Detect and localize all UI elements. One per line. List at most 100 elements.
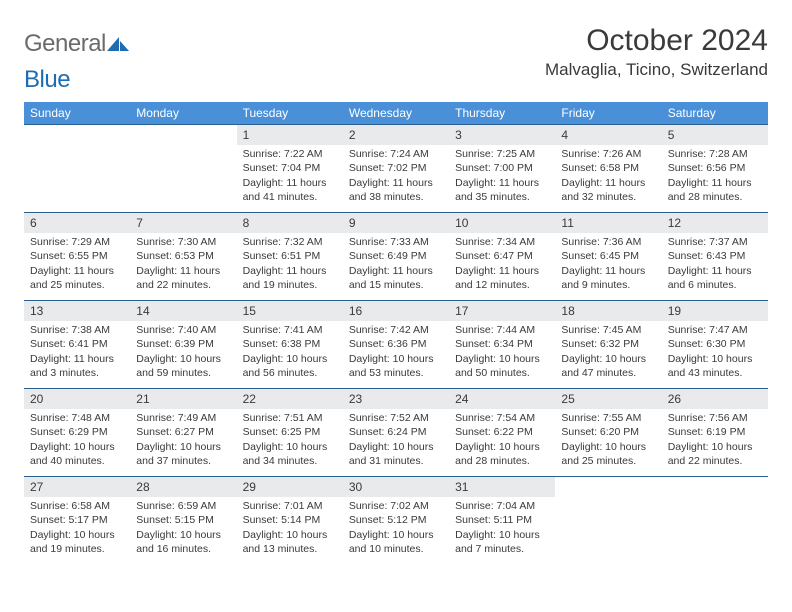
- calendar-day-cell: 19Sunrise: 7:47 AMSunset: 6:30 PMDayligh…: [662, 301, 768, 389]
- calendar-day-cell: 31 Sunrise: 7:04 AMSunset: 5:11 PMDayligh…: [449, 477, 555, 565]
- sunrise-text: Sunrise: 7:02 AM: [349, 499, 443, 513]
- day-number: 7: [130, 213, 236, 233]
- sunrise-text: Sunrise: 7:24 AM: [349, 147, 443, 161]
- day-number: 14: [130, 301, 236, 321]
- calendar-day-cell: 28Sunrise: 6:59 AMSunset: 5:15 PMDayligh…: [130, 477, 236, 565]
- sunrise-text: Sunrise: 7:45 AM: [561, 323, 655, 337]
- sunrise-text: Sunrise: 7:44 AM: [455, 323, 549, 337]
- sunrise-text: Sunrise: 6:59 AM: [136, 499, 230, 513]
- daylight-text: Daylight: 10 hours and 50 minutes.: [455, 352, 549, 380]
- calendar-day-cell: 6Sunrise: 7:29 AMSunset: 6:55 PMDaylight…: [24, 213, 130, 301]
- sunrise-text: Sunrise: 7:29 AM: [30, 235, 124, 249]
- daylight-text: Daylight: 10 hours and 19 minutes.: [30, 528, 124, 556]
- sunset-text: Sunset: 5:11 PM: [455, 513, 549, 527]
- day-number: 20: [24, 389, 130, 409]
- sunrise-text: Sunrise: 7:25 AM: [455, 147, 549, 161]
- sunset-text: Sunset: 6:19 PM: [668, 425, 762, 439]
- sunrise-text: Sunrise: 7:36 AM: [561, 235, 655, 249]
- sunset-text: Sunset: 6:47 PM: [455, 249, 549, 263]
- sunset-text: Sunset: 6:55 PM: [30, 249, 124, 263]
- calendar-day-cell: 21Sunrise: 7:49 AMSunset: 6:27 PMDayligh…: [130, 389, 236, 477]
- sunrise-text: Sunrise: 7:32 AM: [243, 235, 337, 249]
- sunset-text: Sunset: 6:34 PM: [455, 337, 549, 351]
- day-number: 23: [343, 389, 449, 409]
- day-number: 15: [237, 301, 343, 321]
- day-body: Sunrise: 7:45 AMSunset: 6:32 PMDaylight:…: [555, 321, 661, 384]
- day-number: 31: [449, 477, 555, 497]
- sunrise-text: Sunrise: 7:22 AM: [243, 147, 337, 161]
- sunrise-text: Sunrise: 7:01 AM: [243, 499, 337, 513]
- calendar-day-cell: 14Sunrise: 7:40 AMSunset: 6:39 PMDayligh…: [130, 301, 236, 389]
- calendar-day-cell: 30Sunrise: 7:02 AMSunset: 5:12 PMDayligh…: [343, 477, 449, 565]
- day-body: Sunrise: 7:52 AMSunset: 6:24 PMDaylight:…: [343, 409, 449, 472]
- day-number: 13: [24, 301, 130, 321]
- calendar-day-cell: 2Sunrise: 7:24 AMSunset: 7:02 PMDaylight…: [343, 125, 449, 213]
- day-number: 4: [555, 125, 661, 145]
- day-body: Sunrise: 7:36 AMSunset: 6:45 PMDaylight:…: [555, 233, 661, 296]
- sunrise-text: Sunrise: 7:34 AM: [455, 235, 549, 249]
- calendar-week-row: ....1Sunrise: 7:22 AMSunset: 7:04 PMDayl…: [24, 125, 768, 213]
- daylight-text: Daylight: 10 hours and 7 minutes.: [455, 528, 549, 556]
- weekday-header: Saturday: [662, 102, 768, 125]
- page-header: GeneralBlue October 2024 Malvaglia, Tici…: [24, 24, 768, 94]
- daylight-text: Daylight: 10 hours and 56 minutes.: [243, 352, 337, 380]
- day-body: Sunrise: 7:28 AMSunset: 6:56 PMDaylight:…: [662, 145, 768, 208]
- calendar-day-cell: 17Sunrise: 7:44 AMSunset: 6:34 PMDayligh…: [449, 301, 555, 389]
- sunset-text: Sunset: 6:25 PM: [243, 425, 337, 439]
- weekday-header: Thursday: [449, 102, 555, 125]
- daylight-text: Daylight: 11 hours and 41 minutes.: [243, 176, 337, 204]
- day-body: Sunrise: 7:24 AMSunset: 7:02 PMDaylight:…: [343, 145, 449, 208]
- sunrise-text: Sunrise: 7:28 AM: [668, 147, 762, 161]
- calendar-day-cell: 8Sunrise: 7:32 AMSunset: 6:51 PMDaylight…: [237, 213, 343, 301]
- daylight-text: Daylight: 10 hours and 13 minutes.: [243, 528, 337, 556]
- daylight-text: Daylight: 10 hours and 10 minutes.: [349, 528, 443, 556]
- day-body: Sunrise: 7:54 AMSunset: 6:22 PMDaylight:…: [449, 409, 555, 472]
- sunset-text: Sunset: 5:17 PM: [30, 513, 124, 527]
- day-number: 8: [237, 213, 343, 233]
- day-body: Sunrise: 7:37 AMSunset: 6:43 PMDaylight:…: [662, 233, 768, 296]
- day-body: Sunrise: 7:02 AMSunset: 5:12 PMDaylight:…: [343, 497, 449, 560]
- sunrise-text: Sunrise: 7:48 AM: [30, 411, 124, 425]
- sunrise-text: Sunrise: 7:38 AM: [30, 323, 124, 337]
- sunrise-text: Sunrise: 7:04 AM: [455, 499, 549, 513]
- calendar-day-cell: 3Sunrise: 7:25 AMSunset: 7:00 PMDaylight…: [449, 125, 555, 213]
- calendar-day-cell: 25Sunrise: 7:55 AMSunset: 6:20 PMDayligh…: [555, 389, 661, 477]
- day-number: 30: [343, 477, 449, 497]
- calendar-day-cell: 9Sunrise: 7:33 AMSunset: 6:49 PMDaylight…: [343, 213, 449, 301]
- daylight-text: Daylight: 11 hours and 9 minutes.: [561, 264, 655, 292]
- day-body: Sunrise: 7:32 AMSunset: 6:51 PMDaylight:…: [237, 233, 343, 296]
- day-body: Sunrise: 7:48 AMSunset: 6:29 PMDaylight:…: [24, 409, 130, 472]
- day-number: 11: [555, 213, 661, 233]
- calendar-day-cell: ..: [662, 477, 768, 565]
- calendar-day-cell: 5Sunrise: 7:28 AMSunset: 6:56 PMDaylight…: [662, 125, 768, 213]
- daylight-text: Daylight: 11 hours and 32 minutes.: [561, 176, 655, 204]
- sunset-text: Sunset: 6:36 PM: [349, 337, 443, 351]
- day-number: 17: [449, 301, 555, 321]
- weekday-header: Sunday: [24, 102, 130, 125]
- sunset-text: Sunset: 5:15 PM: [136, 513, 230, 527]
- sunset-text: Sunset: 6:53 PM: [136, 249, 230, 263]
- calendar-day-cell: 11Sunrise: 7:36 AMSunset: 6:45 PMDayligh…: [555, 213, 661, 301]
- day-body: Sunrise: 7:47 AMSunset: 6:30 PMDaylight:…: [662, 321, 768, 384]
- daylight-text: Daylight: 11 hours and 35 minutes.: [455, 176, 549, 204]
- daylight-text: Daylight: 10 hours and 59 minutes.: [136, 352, 230, 380]
- day-body: Sunrise: 7:44 AMSunset: 6:34 PMDaylight:…: [449, 321, 555, 384]
- calendar-day-cell: 18Sunrise: 7:45 AMSunset: 6:32 PMDayligh…: [555, 301, 661, 389]
- day-number: 29: [237, 477, 343, 497]
- calendar-day-cell: ..: [130, 125, 236, 213]
- sunset-text: Sunset: 5:12 PM: [349, 513, 443, 527]
- sunrise-text: Sunrise: 7:54 AM: [455, 411, 549, 425]
- day-number: 22: [237, 389, 343, 409]
- sunset-text: Sunset: 6:30 PM: [668, 337, 762, 351]
- day-number: 5: [662, 125, 768, 145]
- sunset-text: Sunset: 7:02 PM: [349, 161, 443, 175]
- calendar-body: ....1Sunrise: 7:22 AMSunset: 7:04 PMDayl…: [24, 125, 768, 565]
- day-number: 24: [449, 389, 555, 409]
- calendar-day-cell: 27Sunrise: 6:58 AMSunset: 5:17 PMDayligh…: [24, 477, 130, 565]
- day-body: Sunrise: 6:59 AMSunset: 5:15 PMDaylight:…: [130, 497, 236, 560]
- sunset-text: Sunset: 6:27 PM: [136, 425, 230, 439]
- day-body: Sunrise: 7:55 AMSunset: 6:20 PMDaylight:…: [555, 409, 661, 472]
- day-number: 28: [130, 477, 236, 497]
- logo-sail-icon: [107, 30, 129, 58]
- sunset-text: Sunset: 6:45 PM: [561, 249, 655, 263]
